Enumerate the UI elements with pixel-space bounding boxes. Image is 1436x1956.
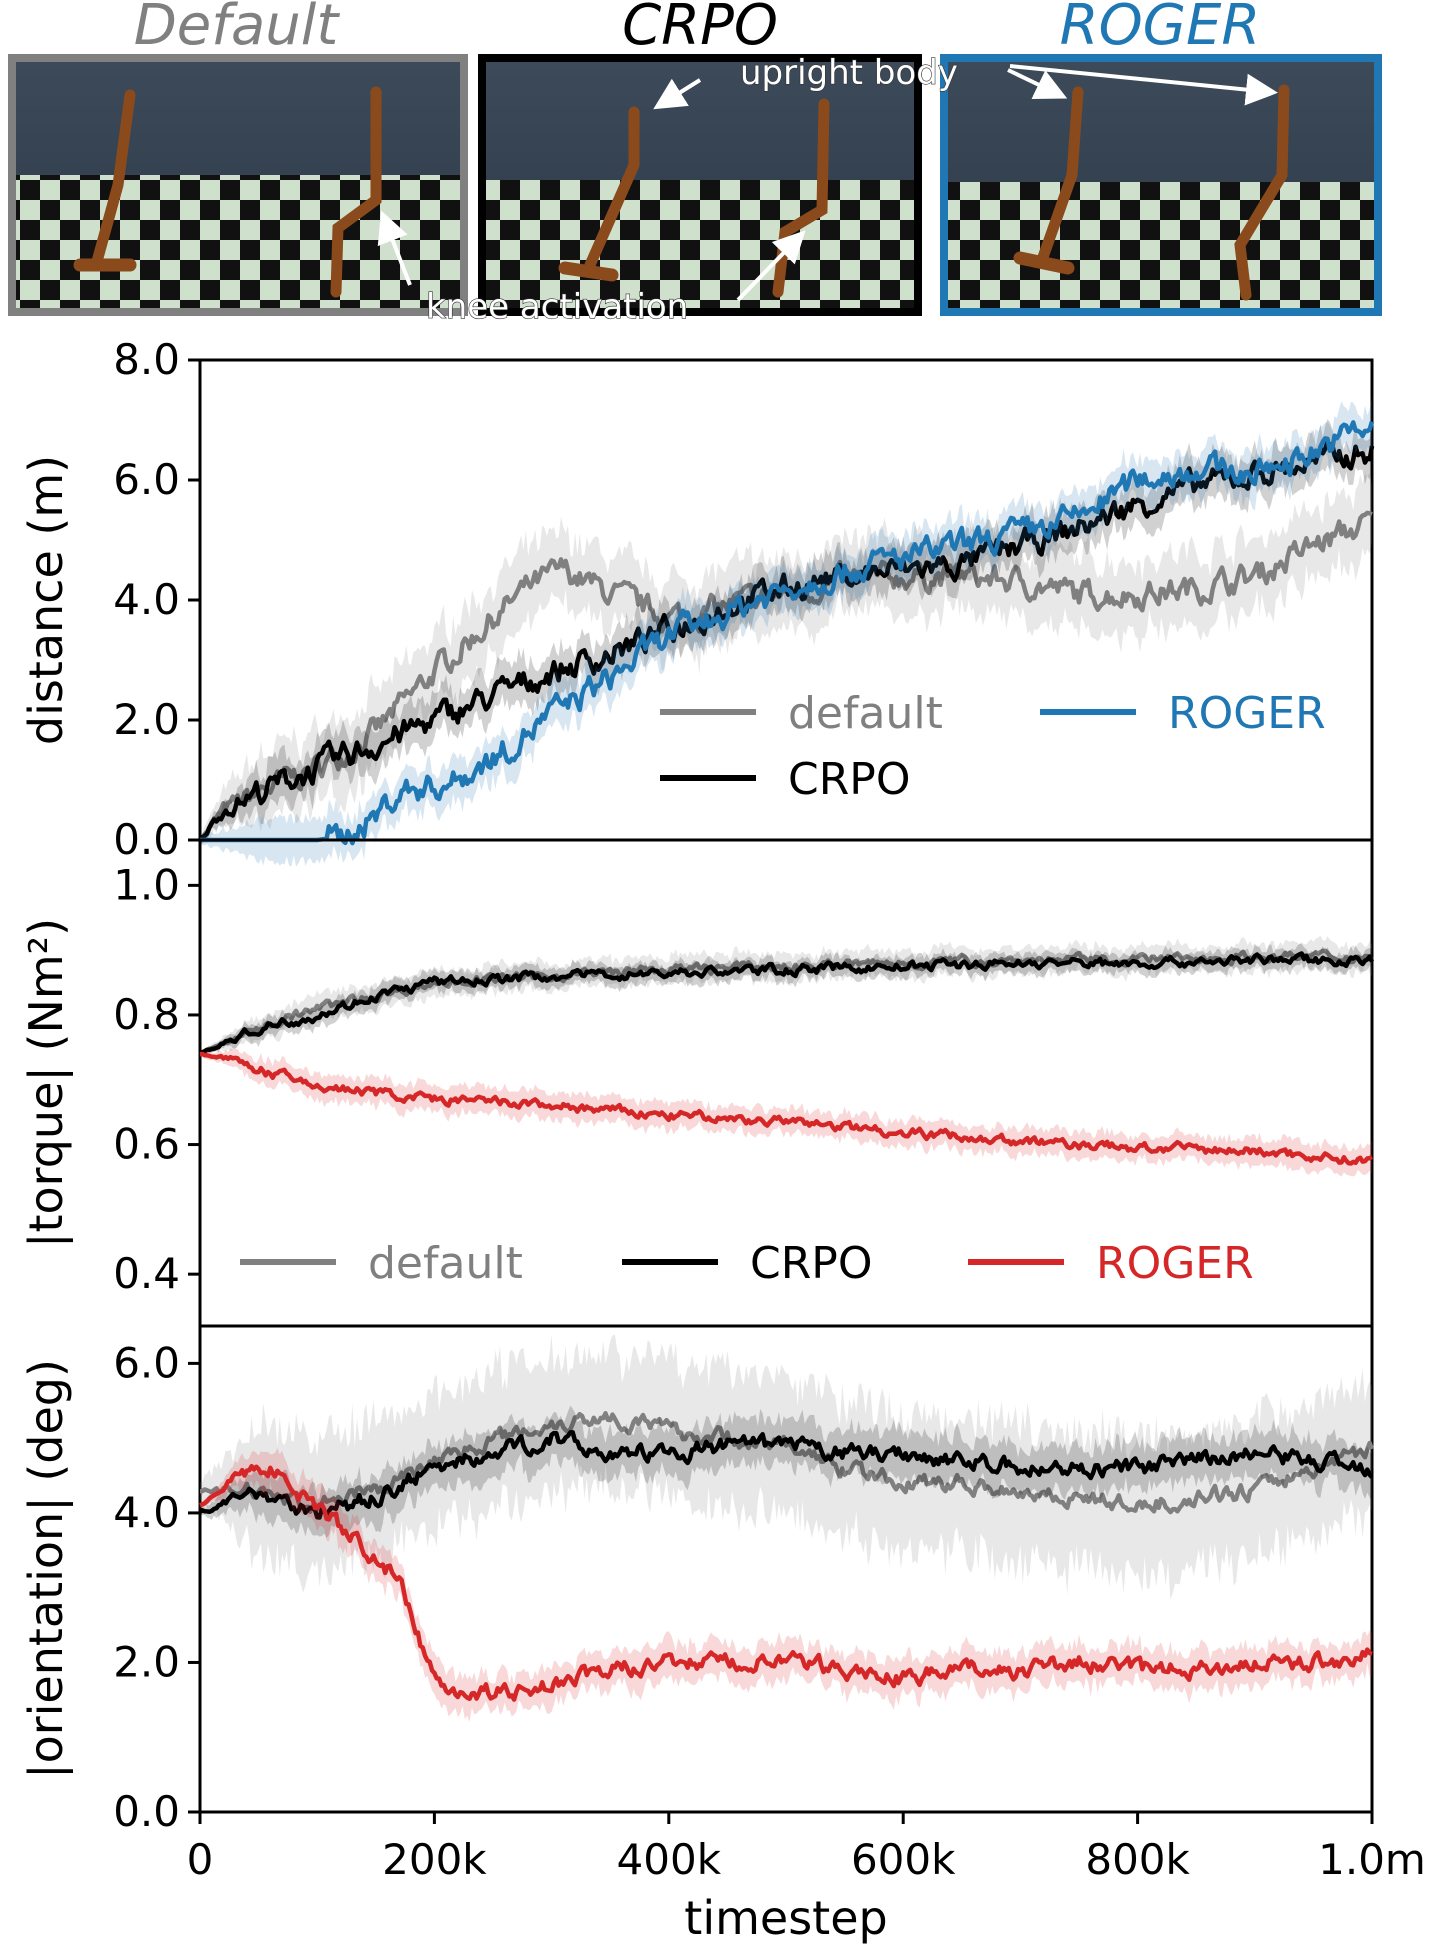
x-tick-label: 800k [1085,1835,1190,1884]
x-axis-label: timestep [684,1891,887,1945]
thumbnail-default: Default [8,0,468,316]
arrow-upright-roger-left [1007,68,1068,100]
arrow-upright-roger-right [1009,64,1278,106]
thumbnail-roger: ROGER [940,0,1382,316]
legend-label-default: default [788,688,943,739]
panel-frame-default [8,54,468,316]
series-line-default [200,1411,1375,1515]
panel-frame-crpo [478,54,922,316]
y-tick-label: 2.0 [113,695,180,744]
y-tick-label: 0.4 [113,1249,180,1298]
x-tick-label: 1.0m [1318,1835,1426,1884]
y-tick-label: 0.0 [113,1787,180,1836]
annotation-knee-activation: knee activation [426,287,688,327]
series-line-crpo [198,951,1375,1056]
x-tick-label: 400k [617,1835,722,1884]
series-band-default [200,935,1372,1056]
chart-orientation: 0.0 2.0 4.0 6.0 |orientation| (deg) 0 200k 400k… [19,1324,1426,1945]
arrow-knee-default [377,210,412,286]
panel-title-roger: ROGER [1060,0,1261,58]
y-tick-label: 8.0 [113,335,180,384]
robot-foot [558,261,619,282]
y-axis-label: |torque| (Nm²) [19,918,74,1248]
series-band-default [200,1334,1372,1600]
y-tick-label: 1.0 [113,860,180,909]
arrow-knee-crpo [736,230,806,302]
legend-label-roger: ROGER [1168,688,1326,739]
robot-left [90,89,136,271]
panel-title-crpo: CRPO [622,0,778,58]
legend-label-crpo: CRPO [788,754,910,805]
x-tick-label: 0 [187,1835,214,1884]
series-band-crpo [200,1405,1372,1539]
robot-left [1036,86,1084,266]
panel-frame-roger [940,54,1382,316]
annotation-upright-body: upright body [740,53,958,93]
series-band-roger [200,1447,1372,1722]
y-tick-label: 4.0 [113,1488,180,1537]
panel-title-default: Default [134,0,341,58]
robot-right [330,86,382,298]
y-tick-label: 6.0 [113,455,180,504]
legend-label-roger: ROGER [1096,1238,1254,1289]
series-band-roger [200,396,1372,867]
scene-floor [946,182,1376,310]
series-line-crpo [198,1430,1374,1520]
thumbnail-row: Default CRPO ROGER [8,0,1382,328]
robot-right [1234,84,1290,301]
chart-distance: 0.0 2.0 4.0 6.0 8.0 distance (m) default ROGER C… [19,335,1375,867]
chart-torque: 0.4 0.6 0.8 1.0 |torque| (Nm²) default CRPO ROG… [19,838,1375,1328]
series-band-default [200,472,1372,849]
series-line-roger [199,1463,1373,1702]
robot-foot [1013,251,1075,275]
y-axis-label: distance (m) [19,455,73,745]
arrow-upright-crpo [653,78,702,110]
series-band-crpo [200,943,1372,1055]
y-tick-label: 6.0 [113,1338,180,1387]
x-tick-label: 600k [851,1835,956,1884]
y-tick-label: 0.6 [113,1120,180,1169]
scene-floor [14,175,462,310]
series-line-roger [199,1051,1374,1166]
axes-frame [198,1324,1374,1814]
robot-left [584,106,640,271]
y-tick-label: 2.0 [113,1637,180,1686]
legend-label-crpo: CRPO [750,1238,872,1289]
y-tick-label: 4.0 [113,575,180,624]
legend-label-default: default [368,1238,523,1289]
y-tick-label: 0.8 [113,990,180,1039]
series-band-roger [200,1048,1372,1177]
x-tick-label: 200k [382,1835,487,1884]
series-line-roger [200,420,1375,846]
thumbnail-crpo: CRPO [478,0,922,316]
y-tick-label: 0.0 [113,815,180,864]
y-axis-label: |orientation| (deg) [19,1359,74,1779]
